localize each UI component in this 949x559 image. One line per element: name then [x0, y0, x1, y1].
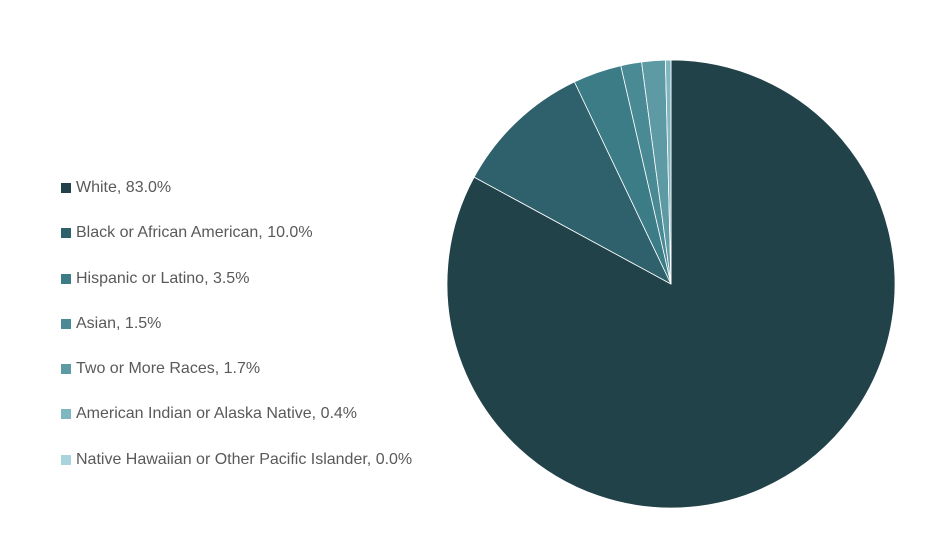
legend-label: American Indian or Alaska Native, 0.4% — [76, 405, 358, 423]
legend-swatch — [61, 228, 71, 239]
legend-item: White, 83.0% — [61, 176, 412, 200]
legend-item: Asian, 1.5% — [61, 312, 412, 336]
legend-label: Black or African American, 10.0% — [76, 224, 313, 242]
legend-swatch — [61, 409, 71, 420]
legend-swatch — [61, 318, 71, 329]
legend-label: White, 83.0% — [76, 179, 172, 196]
legend-swatch — [61, 183, 71, 193]
pie-slice — [446, 59, 896, 509]
legend-item: Black or African American, 10.0% — [61, 221, 412, 245]
legend-label: Hispanic or Latino, 3.5% — [76, 269, 250, 287]
legend-swatch — [61, 364, 71, 375]
legend-item: Hispanic or Latino, 3.5% — [61, 267, 412, 291]
legend-label: Asian, 1.5% — [76, 314, 162, 332]
legend-label: Two or More Races, 1.7% — [76, 360, 261, 378]
legend-item: Two or More Races, 1.7% — [61, 357, 412, 381]
chart-legend: White, 83.0% Black or African American, 1… — [61, 176, 412, 493]
legend-swatch — [61, 454, 71, 465]
pie-slice — [473, 81, 672, 285]
legend-swatch — [61, 273, 71, 284]
legend-item: American Indian or Alaska Native, 0.4% — [61, 402, 412, 426]
legend-item: Native Hawaiian or Other Pacific Islande… — [61, 448, 412, 472]
legend-label: Native Hawaiian or Other Pacific Islande… — [76, 450, 413, 468]
